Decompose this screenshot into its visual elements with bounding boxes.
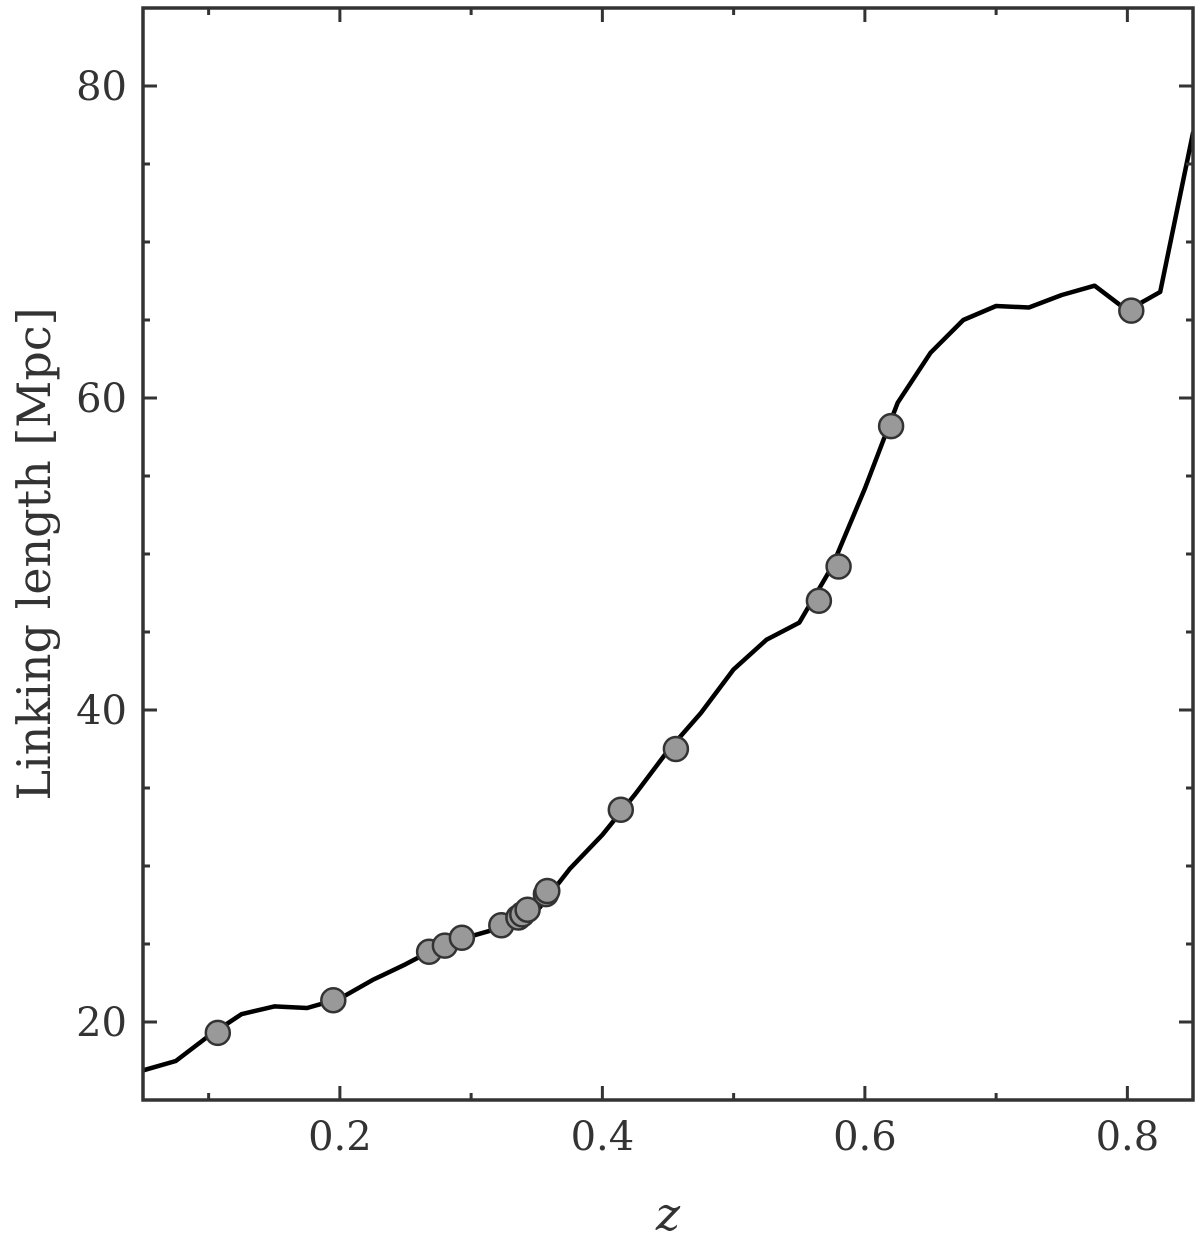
data-point-marker — [825, 553, 852, 580]
plot-area-frame — [141, 6, 1195, 1102]
y-tick-label: 40 — [76, 688, 127, 734]
data-point-marker — [662, 735, 690, 763]
x-tick-label: 0.2 — [308, 1114, 372, 1160]
data-point-marker — [204, 1019, 232, 1047]
data-point-marker — [320, 986, 347, 1014]
y-tick-label: 80 — [76, 64, 127, 110]
y-axis-label: Linking length [Mpc] — [7, 307, 61, 800]
data-point-marker — [805, 587, 833, 615]
x-tick-label: 0.4 — [571, 1114, 635, 1160]
x-tick-label: 0.6 — [833, 1114, 897, 1160]
y-tick-label: 20 — [76, 1000, 127, 1046]
data-point-marker — [448, 924, 476, 952]
data-point-marker — [877, 412, 905, 440]
x-axis-label: z — [655, 1187, 681, 1241]
data-point-marker — [514, 896, 541, 923]
linking-length-curve — [143, 130, 1193, 1073]
data-point-marker — [607, 796, 635, 824]
y-tick-label: 60 — [76, 376, 127, 422]
x-tick-label: 0.8 — [1096, 1114, 1160, 1160]
data-point-marker — [534, 877, 561, 905]
data-point-marker — [1118, 297, 1145, 324]
